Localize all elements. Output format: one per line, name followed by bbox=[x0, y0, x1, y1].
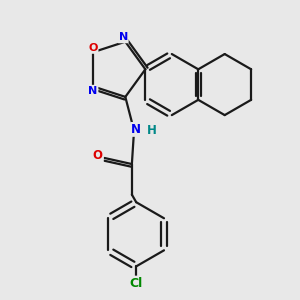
Text: N: N bbox=[88, 86, 98, 96]
Text: N: N bbox=[131, 123, 141, 136]
Text: H: H bbox=[147, 124, 156, 137]
Text: N: N bbox=[118, 32, 128, 42]
Text: O: O bbox=[88, 43, 98, 53]
Text: O: O bbox=[93, 149, 103, 162]
Text: Cl: Cl bbox=[130, 277, 143, 290]
